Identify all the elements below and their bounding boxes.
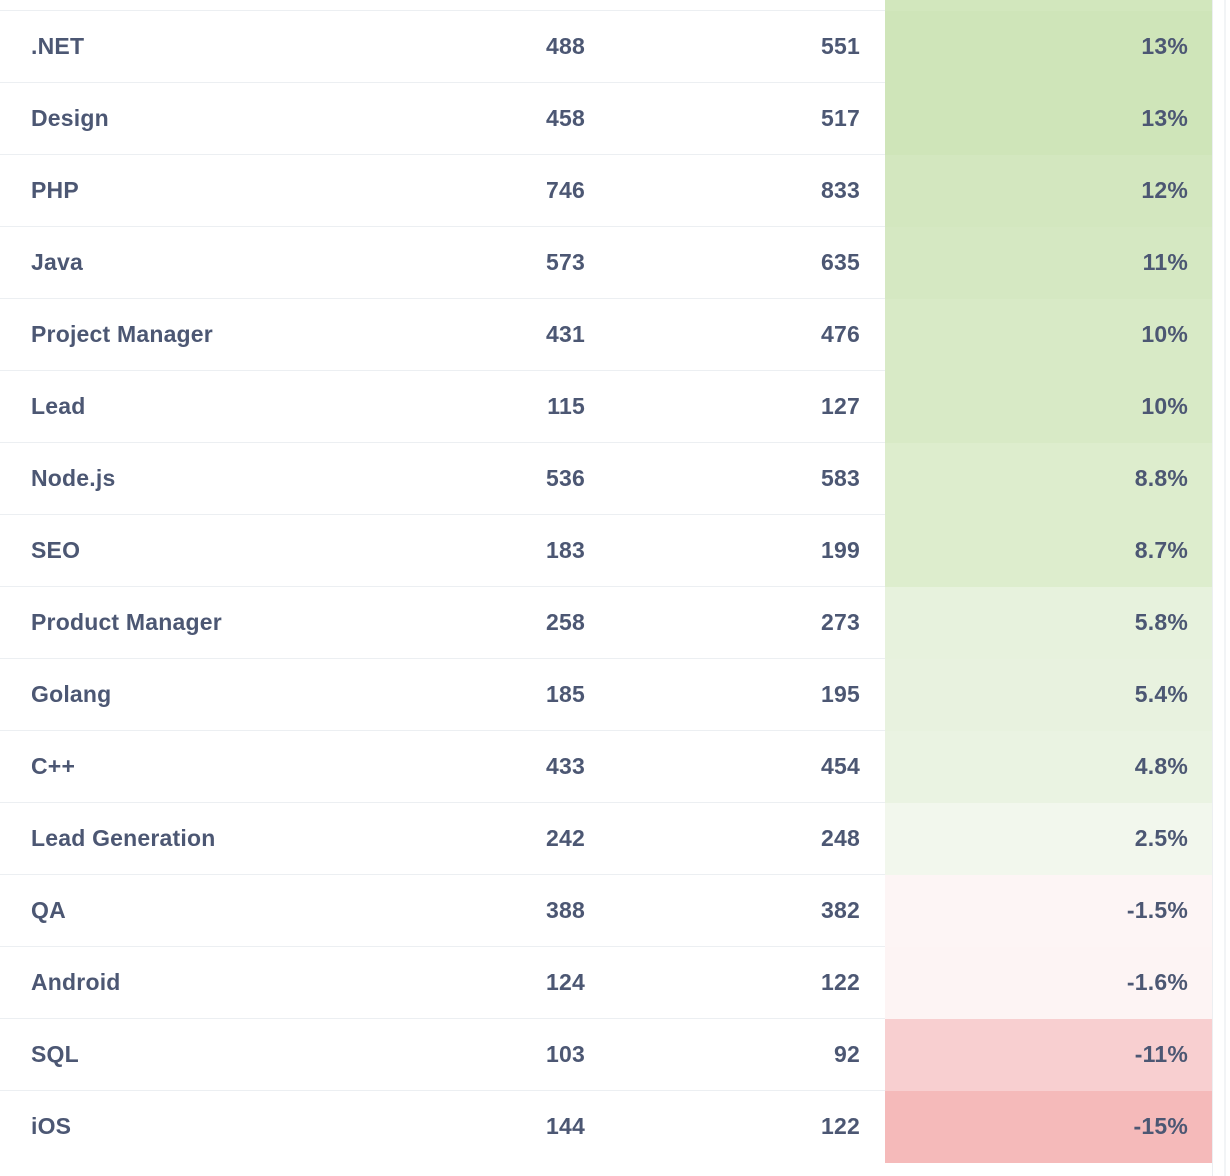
current-count-cell: 635 xyxy=(821,249,860,275)
previous-count-cell: 488 xyxy=(546,33,585,59)
table-row[interactable]: PHP 746 833 12% xyxy=(0,155,1212,227)
previous-count-cell: 183 xyxy=(546,537,585,563)
previous-count-cell: 433 xyxy=(546,753,585,779)
table-row[interactable]: iOS 144 122 -15% xyxy=(0,1091,1212,1163)
category-name-cell: Golang xyxy=(31,681,112,707)
current-count-cell: 248 xyxy=(821,825,860,851)
category-name-cell: Lead Generation xyxy=(31,825,216,851)
current-count-cell: 273 xyxy=(821,609,860,635)
current-count-cell: 517 xyxy=(821,105,860,131)
category-name-cell: C++ xyxy=(31,753,76,779)
previous-count-cell: 124 xyxy=(546,969,585,995)
category-name-cell: Product Manager xyxy=(31,609,222,635)
table-row[interactable]: SQL 103 92 -11% xyxy=(0,1019,1212,1091)
previous-count-cell: 103 xyxy=(546,1041,585,1067)
table-row[interactable]: Project Manager 431 476 10% xyxy=(0,299,1212,371)
change-percent-cell: 5.8% xyxy=(885,587,1212,659)
table-body: .NET 488 551 13% Design 458 517 13% PHP 746 833 12%… xyxy=(0,11,1212,1163)
scrollbar-track[interactable] xyxy=(1212,0,1230,1176)
change-percent-cell: 11% xyxy=(885,227,1212,299)
previous-count-cell: 115 xyxy=(547,393,585,419)
current-count-cell: 122 xyxy=(821,1113,860,1139)
previous-count-cell: 258 xyxy=(546,609,585,635)
change-cell-tint xyxy=(885,0,1212,11)
category-name-cell: Node.js xyxy=(31,465,116,491)
change-percent-cell: 8.7% xyxy=(885,515,1212,587)
table-row[interactable]: Lead 115 127 10% xyxy=(0,371,1212,443)
current-count-cell: 195 xyxy=(821,681,860,707)
previous-count-cell: 388 xyxy=(546,897,585,923)
change-percent-cell: -11% xyxy=(885,1019,1212,1091)
category-name-cell: Lead xyxy=(31,393,86,419)
table-row[interactable]: Design 458 517 13% xyxy=(0,83,1212,155)
previous-count-cell: 144 xyxy=(546,1113,585,1139)
current-count-cell: 127 xyxy=(821,393,860,419)
category-name-cell: SEO xyxy=(31,537,81,563)
current-count-cell: 454 xyxy=(821,753,860,779)
previous-row-edge xyxy=(0,0,1212,11)
change-percent-cell: -1.6% xyxy=(885,947,1212,1019)
current-count-cell: 122 xyxy=(821,969,860,995)
table-row[interactable]: .NET 488 551 13% xyxy=(0,11,1212,83)
change-percent-cell: -15% xyxy=(885,1091,1212,1163)
table-row[interactable]: Android 124 122 -1.6% xyxy=(0,947,1212,1019)
category-name-cell: Design xyxy=(31,105,109,131)
scrollbar-line xyxy=(1224,0,1226,1176)
current-count-cell: 583 xyxy=(821,465,860,491)
current-count-cell: 476 xyxy=(821,321,860,347)
current-count-cell: 833 xyxy=(821,177,860,203)
previous-count-cell: 746 xyxy=(546,177,585,203)
table-row[interactable]: Node.js 536 583 8.8% xyxy=(0,443,1212,515)
change-percent-cell: 8.8% xyxy=(885,443,1212,515)
change-percent-cell: 13% xyxy=(885,11,1212,83)
change-percent-cell: -1.5% xyxy=(885,875,1212,947)
category-name-cell: QA xyxy=(31,897,66,923)
table-row[interactable]: QA 388 382 -1.5% xyxy=(0,875,1212,947)
previous-count-cell: 431 xyxy=(546,321,585,347)
change-percent-cell: 2.5% xyxy=(885,803,1212,875)
change-percent-cell: 12% xyxy=(885,155,1212,227)
current-count-cell: 382 xyxy=(821,897,860,923)
change-percent-cell: 4.8% xyxy=(885,731,1212,803)
previous-count-cell: 242 xyxy=(546,825,585,851)
category-name-cell: iOS xyxy=(31,1113,72,1139)
table-row[interactable]: SEO 183 199 8.7% xyxy=(0,515,1212,587)
change-percent-cell: 5.4% xyxy=(885,659,1212,731)
change-percent-cell: 10% xyxy=(885,299,1212,371)
previous-count-cell: 185 xyxy=(546,681,585,707)
table-row[interactable]: Golang 185 195 5.4% xyxy=(0,659,1212,731)
current-count-cell: 551 xyxy=(821,33,860,59)
current-count-cell: 199 xyxy=(821,537,860,563)
previous-count-cell: 573 xyxy=(546,249,585,275)
category-name-cell: Android xyxy=(31,969,121,995)
category-name-cell: PHP xyxy=(31,177,79,203)
category-name-cell: SQL xyxy=(31,1041,79,1067)
table-row[interactable]: C++ 433 454 4.8% xyxy=(0,731,1212,803)
category-name-cell: Java xyxy=(31,249,83,275)
current-count-cell: 92 xyxy=(834,1041,860,1067)
previous-count-cell: 458 xyxy=(546,105,585,131)
change-percent-cell: 13% xyxy=(885,83,1212,155)
table-row[interactable]: Product Manager 258 273 5.8% xyxy=(0,587,1212,659)
category-name-cell: Project Manager xyxy=(31,321,213,347)
previous-count-cell: 536 xyxy=(546,465,585,491)
change-percent-cell: 10% xyxy=(885,371,1212,443)
table-row[interactable]: Lead Generation 242 248 2.5% xyxy=(0,803,1212,875)
category-name-cell: .NET xyxy=(31,33,85,59)
table-row[interactable]: Java 573 635 11% xyxy=(0,227,1212,299)
